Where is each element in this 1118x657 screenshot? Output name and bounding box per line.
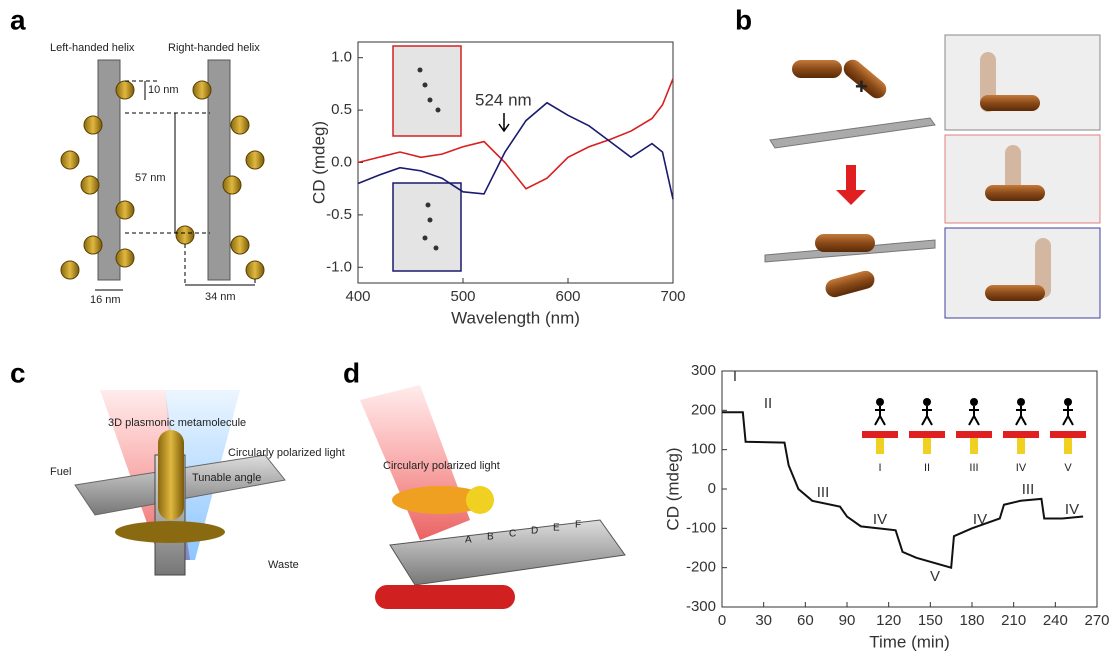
step-label: IV: [973, 511, 987, 528]
x-tick-label: 150: [918, 612, 943, 629]
x-tick-label: 30: [755, 612, 772, 629]
dimension-label: 34 nm: [205, 291, 236, 303]
walker-icon: [922, 406, 932, 425]
y-tick-label: -300: [686, 598, 716, 615]
x-tick-label: 210: [1001, 612, 1026, 629]
x-tick-label: 700: [660, 288, 685, 305]
dimension-label: 16 nm: [90, 294, 121, 306]
panel-label: c: [10, 357, 26, 388]
y-tick-label: -200: [686, 559, 716, 576]
x-tick-label: 90: [839, 612, 856, 629]
track-icon: [862, 431, 898, 438]
site-label: F: [575, 520, 581, 531]
x-tick-label: 0: [718, 612, 726, 629]
y-axis-label: CD (mdeg): [663, 447, 682, 530]
helix-label: Left-handed helix: [50, 42, 135, 54]
y-tick-label: 200: [691, 401, 716, 418]
page: {"panel_labels": ["a", "b", "c", "d"], "…: [0, 0, 1118, 657]
y-tick-label: -100: [686, 519, 716, 536]
diagram-label: Tunable angle: [192, 472, 261, 484]
x-tick-label: 600: [555, 288, 580, 305]
walker-icon: [876, 398, 884, 406]
plot-frame: [722, 371, 1097, 607]
diagram-label: Circularly polarized light: [228, 447, 345, 459]
site-label: C: [509, 529, 516, 540]
walker-label: I: [878, 462, 881, 474]
x-tick-label: 270: [1084, 612, 1109, 629]
figure: a b c d Left-handed helix Right-handed h…: [0, 0, 1118, 657]
step-label: III: [1022, 481, 1035, 498]
x-tick-label: 240: [1043, 612, 1068, 629]
y-tick-label: 100: [691, 441, 716, 458]
track-icon: [1017, 438, 1025, 454]
walker-icon: [923, 398, 931, 406]
step-label: V: [930, 568, 940, 585]
dimension-label: 10 nm: [148, 84, 179, 96]
walker-icon: [970, 398, 978, 406]
track-icon: [1064, 438, 1072, 454]
diagram-label: Circularly polarized light: [383, 460, 500, 472]
step-label: I: [733, 368, 737, 385]
x-tick-label: 60: [797, 612, 814, 629]
step-label: II: [764, 395, 772, 412]
x-axis-label: Time (min): [869, 632, 950, 651]
site-label: E: [553, 523, 560, 534]
walker-label: V: [1064, 462, 1072, 474]
diagram-label: 3D plasmonic metamolecule: [108, 417, 246, 429]
track-icon: [1003, 431, 1039, 438]
track-icon: [923, 438, 931, 454]
track-icon: [970, 438, 978, 454]
x-tick-label: 500: [450, 288, 475, 305]
y-tick-label: 0.5: [331, 101, 352, 118]
walker-icon: [969, 406, 979, 425]
walker-icon: [1064, 398, 1072, 406]
diagram-label: Fuel: [50, 466, 71, 478]
helix-label: Right-handed helix: [168, 42, 260, 54]
x-axis-label: Wavelength (nm): [451, 308, 580, 327]
step-label: IV: [873, 511, 887, 528]
walker-icon: [1063, 406, 1073, 425]
walker-label: III: [969, 462, 978, 474]
site-label: B: [487, 532, 494, 543]
step-label: III: [817, 484, 830, 501]
track-icon: [909, 431, 945, 438]
site-label: A: [465, 535, 472, 546]
walker-label: IV: [1016, 462, 1027, 474]
annotation-arrow: [499, 113, 509, 131]
track-icon: [1050, 431, 1086, 438]
panel-label: a: [10, 4, 26, 35]
walker-label: II: [924, 462, 930, 474]
walker-icon: [875, 406, 885, 425]
panel-label: d: [343, 357, 360, 388]
rod-diagram: +: [765, 35, 1100, 318]
site-label: D: [531, 526, 538, 537]
x-tick-label: 400: [345, 288, 370, 305]
y-axis-label: CD (mdeg): [309, 121, 328, 204]
walker-diagram: [360, 385, 625, 609]
diagram-label: Waste: [268, 559, 299, 571]
y-tick-label: 0.0: [331, 153, 352, 170]
tem-inset: [393, 46, 461, 271]
svg-text:+: +: [855, 74, 868, 99]
y-tick-label: -0.5: [326, 206, 352, 223]
dimension-label: 57 nm: [135, 172, 166, 184]
y-tick-label: 1.0: [331, 49, 352, 66]
step-label: IV: [1065, 501, 1079, 518]
x-tick-label: 120: [876, 612, 901, 629]
y-tick-label: 0: [708, 480, 716, 497]
track-icon: [876, 438, 884, 454]
y-tick-label: -1.0: [326, 258, 352, 275]
annotation: 524 nm: [475, 90, 532, 109]
y-tick-label: 300: [691, 362, 716, 379]
track-icon: [956, 431, 992, 438]
walker-icon: [1016, 406, 1026, 425]
x-tick-label: 180: [959, 612, 984, 629]
panel-label: b: [735, 4, 752, 35]
walker-icon: [1017, 398, 1025, 406]
